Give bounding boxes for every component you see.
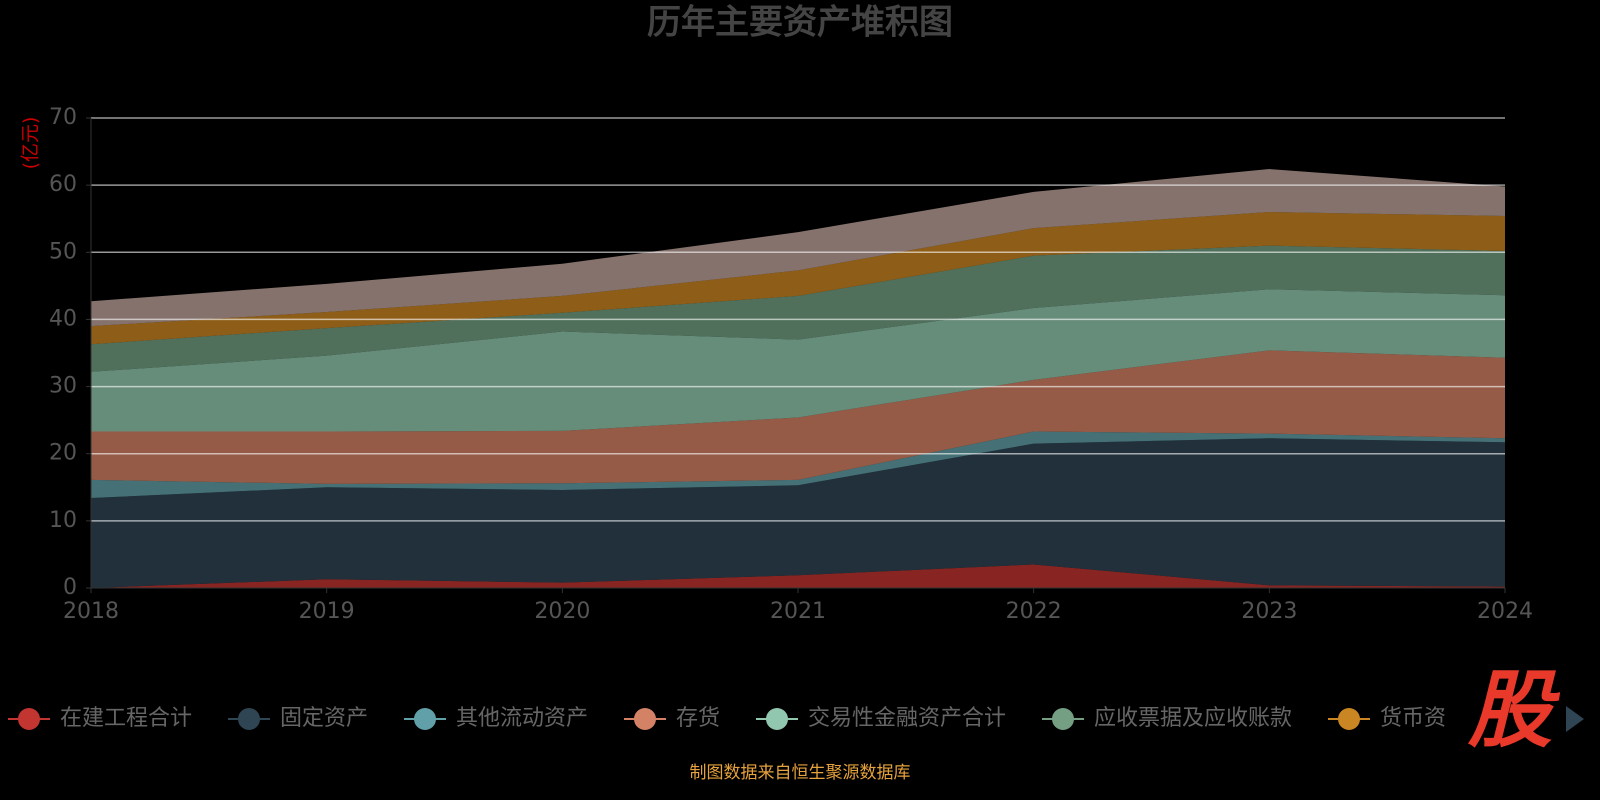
x-tick-label: 2022 — [1006, 599, 1062, 624]
legend-label[interactable]: 货币资 — [1380, 706, 1446, 731]
legend-label[interactable]: 固定资产 — [280, 706, 368, 731]
legend-label[interactable]: 存货 — [676, 706, 720, 731]
y-tick-label: 50 — [49, 239, 77, 264]
area — [91, 438, 1505, 588]
area — [91, 431, 1505, 499]
y-tick-label: 60 — [49, 172, 77, 197]
y-tick-label: 0 — [63, 575, 77, 600]
x-tick-label: 2018 — [63, 599, 119, 624]
legend-marker — [238, 708, 260, 730]
chart-title: 历年主要资产堆积图 — [647, 3, 953, 43]
y-tick-label: 10 — [49, 508, 77, 533]
x-tick-label: 2023 — [1241, 599, 1297, 624]
legend-marker — [1338, 708, 1360, 730]
legend-marker — [414, 708, 436, 730]
legend-marker — [766, 708, 788, 730]
x-tick-label: 2021 — [770, 599, 826, 624]
watermark: 股 — [1467, 661, 1561, 759]
legend-label[interactable]: 交易性金融资产合计 — [808, 706, 1006, 731]
source-note: 制图数据来自恒生聚源数据库 — [690, 763, 911, 783]
x-tick-label: 2024 — [1477, 599, 1533, 624]
legend-marker — [18, 708, 40, 730]
area — [91, 289, 1505, 432]
y-unit: (亿元) — [20, 117, 42, 170]
legend-label[interactable]: 应收票据及应收账款 — [1094, 706, 1292, 731]
legend-marker — [1052, 708, 1074, 730]
x-tick-label: 2019 — [299, 599, 355, 624]
area — [91, 169, 1505, 327]
legend-label[interactable]: 在建工程合计 — [60, 706, 192, 731]
y-tick-label: 20 — [49, 441, 77, 466]
legend-scroll-arrow[interactable] — [1566, 706, 1584, 732]
y-tick-label: 40 — [49, 306, 77, 331]
area — [91, 564, 1505, 588]
area — [91, 212, 1505, 345]
y-tick-label: 30 — [49, 374, 77, 399]
x-tick-label: 2020 — [534, 599, 590, 624]
y-tick-label: 70 — [49, 105, 77, 130]
area — [91, 245, 1505, 372]
legend-marker — [634, 708, 656, 730]
legend-label[interactable]: 其他流动资产 — [456, 706, 588, 731]
area — [91, 350, 1505, 484]
